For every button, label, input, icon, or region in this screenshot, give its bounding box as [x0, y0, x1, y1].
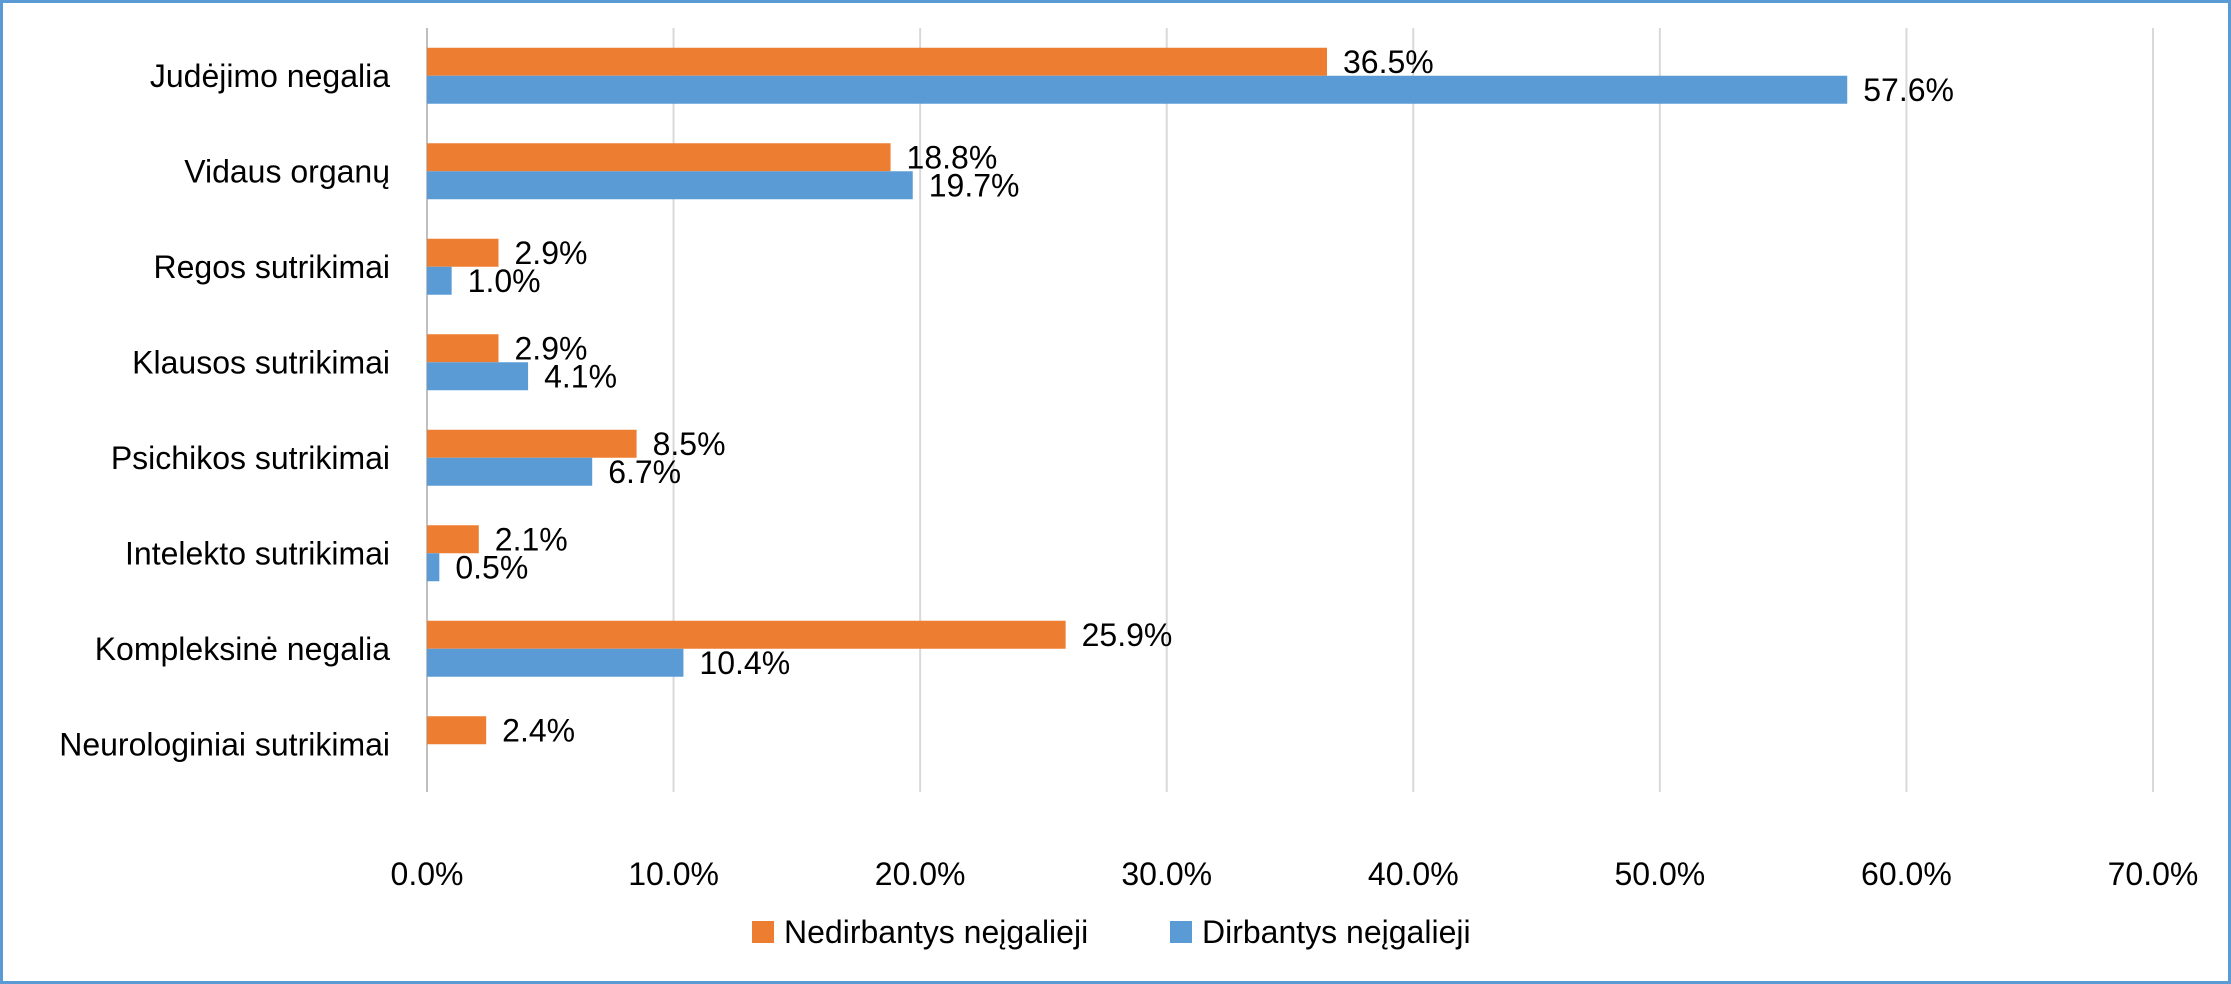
bar-nedirbantys	[427, 143, 891, 172]
data-label: 2.4%	[502, 712, 575, 748]
bar-dirbantys	[427, 648, 684, 677]
data-label: 2.9%	[515, 330, 588, 366]
category-label: Judėjimo negalia	[150, 58, 390, 94]
data-label: 8.5%	[653, 426, 726, 462]
category-labels: Judėjimo negalia Vidaus organų Regos sutri…	[59, 58, 390, 763]
x-tick-labels: 0.0% 10.0% 20.0% 30.0% 40.0% 50.0% 60.0% 70.0%	[391, 856, 2199, 892]
category-label: Regos sutrikimai	[153, 249, 390, 285]
data-label: 36.5%	[1343, 44, 1434, 80]
x-tick-label: 10.0%	[628, 856, 719, 892]
data-label: 25.9%	[1082, 617, 1173, 653]
data-label: 19.7%	[929, 167, 1020, 203]
data-label: 10.4%	[699, 645, 790, 681]
category-label: Psichikos sutrikimai	[111, 440, 390, 476]
legend-swatch	[752, 921, 774, 943]
data-label: 57.6%	[1863, 72, 1954, 108]
bar-dirbantys	[427, 266, 452, 295]
category-label: Kompleksinė negalia	[95, 631, 391, 667]
x-tick-label: 20.0%	[875, 856, 966, 892]
data-labels: 36.5%57.6%18.8%19.7%2.9%1.0%2.9%4.1%8.5%…	[455, 44, 1954, 749]
x-tick-label: 30.0%	[1121, 856, 1212, 892]
legend-swatch	[1170, 921, 1192, 943]
gridlines	[426, 28, 2154, 792]
data-label: 2.1%	[495, 521, 568, 557]
data-label: 0.5%	[455, 549, 528, 585]
data-label: 1.0%	[468, 263, 541, 299]
legend-label: Nedirbantys neįgalieji	[784, 914, 1088, 950]
category-label: Neurologiniai sutrikimai	[59, 726, 390, 762]
x-tick-label: 50.0%	[1614, 856, 1705, 892]
bar-nedirbantys	[427, 620, 1066, 649]
bar-nedirbantys	[427, 47, 1327, 76]
category-label: Klausos sutrikimai	[132, 344, 390, 380]
data-label: 6.7%	[608, 454, 681, 490]
bars	[427, 47, 1848, 745]
bar-nedirbantys	[427, 716, 487, 745]
bar-dirbantys	[427, 362, 529, 391]
x-tick-label: 70.0%	[2108, 856, 2199, 892]
bar-nedirbantys	[427, 429, 637, 458]
bar-nedirbantys	[427, 334, 499, 363]
x-tick-label: 60.0%	[1861, 856, 1952, 892]
x-tick-label: 0.0%	[391, 856, 464, 892]
legend: Nedirbantys neįgalieji Dirbantys neįgalie…	[752, 914, 1471, 950]
data-label: 4.1%	[544, 358, 617, 394]
x-tick-label: 40.0%	[1368, 856, 1459, 892]
category-label: Intelekto sutrikimai	[125, 535, 390, 571]
bar-dirbantys	[427, 171, 913, 200]
data-label: 18.8%	[907, 139, 998, 175]
category-label: Vidaus organų	[184, 153, 390, 189]
bar-nedirbantys	[427, 525, 479, 554]
bar-nedirbantys	[427, 238, 499, 267]
legend-label: Dirbantys neįgalieji	[1202, 914, 1471, 950]
bar-dirbantys	[427, 553, 440, 582]
data-label: 2.9%	[515, 235, 588, 271]
bar-dirbantys	[427, 457, 593, 486]
bar-dirbantys	[427, 75, 1848, 104]
